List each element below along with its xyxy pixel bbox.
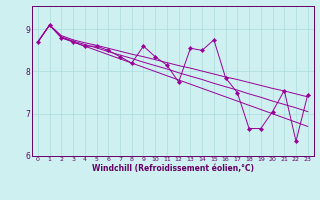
X-axis label: Windchill (Refroidissement éolien,°C): Windchill (Refroidissement éolien,°C) xyxy=(92,164,254,173)
